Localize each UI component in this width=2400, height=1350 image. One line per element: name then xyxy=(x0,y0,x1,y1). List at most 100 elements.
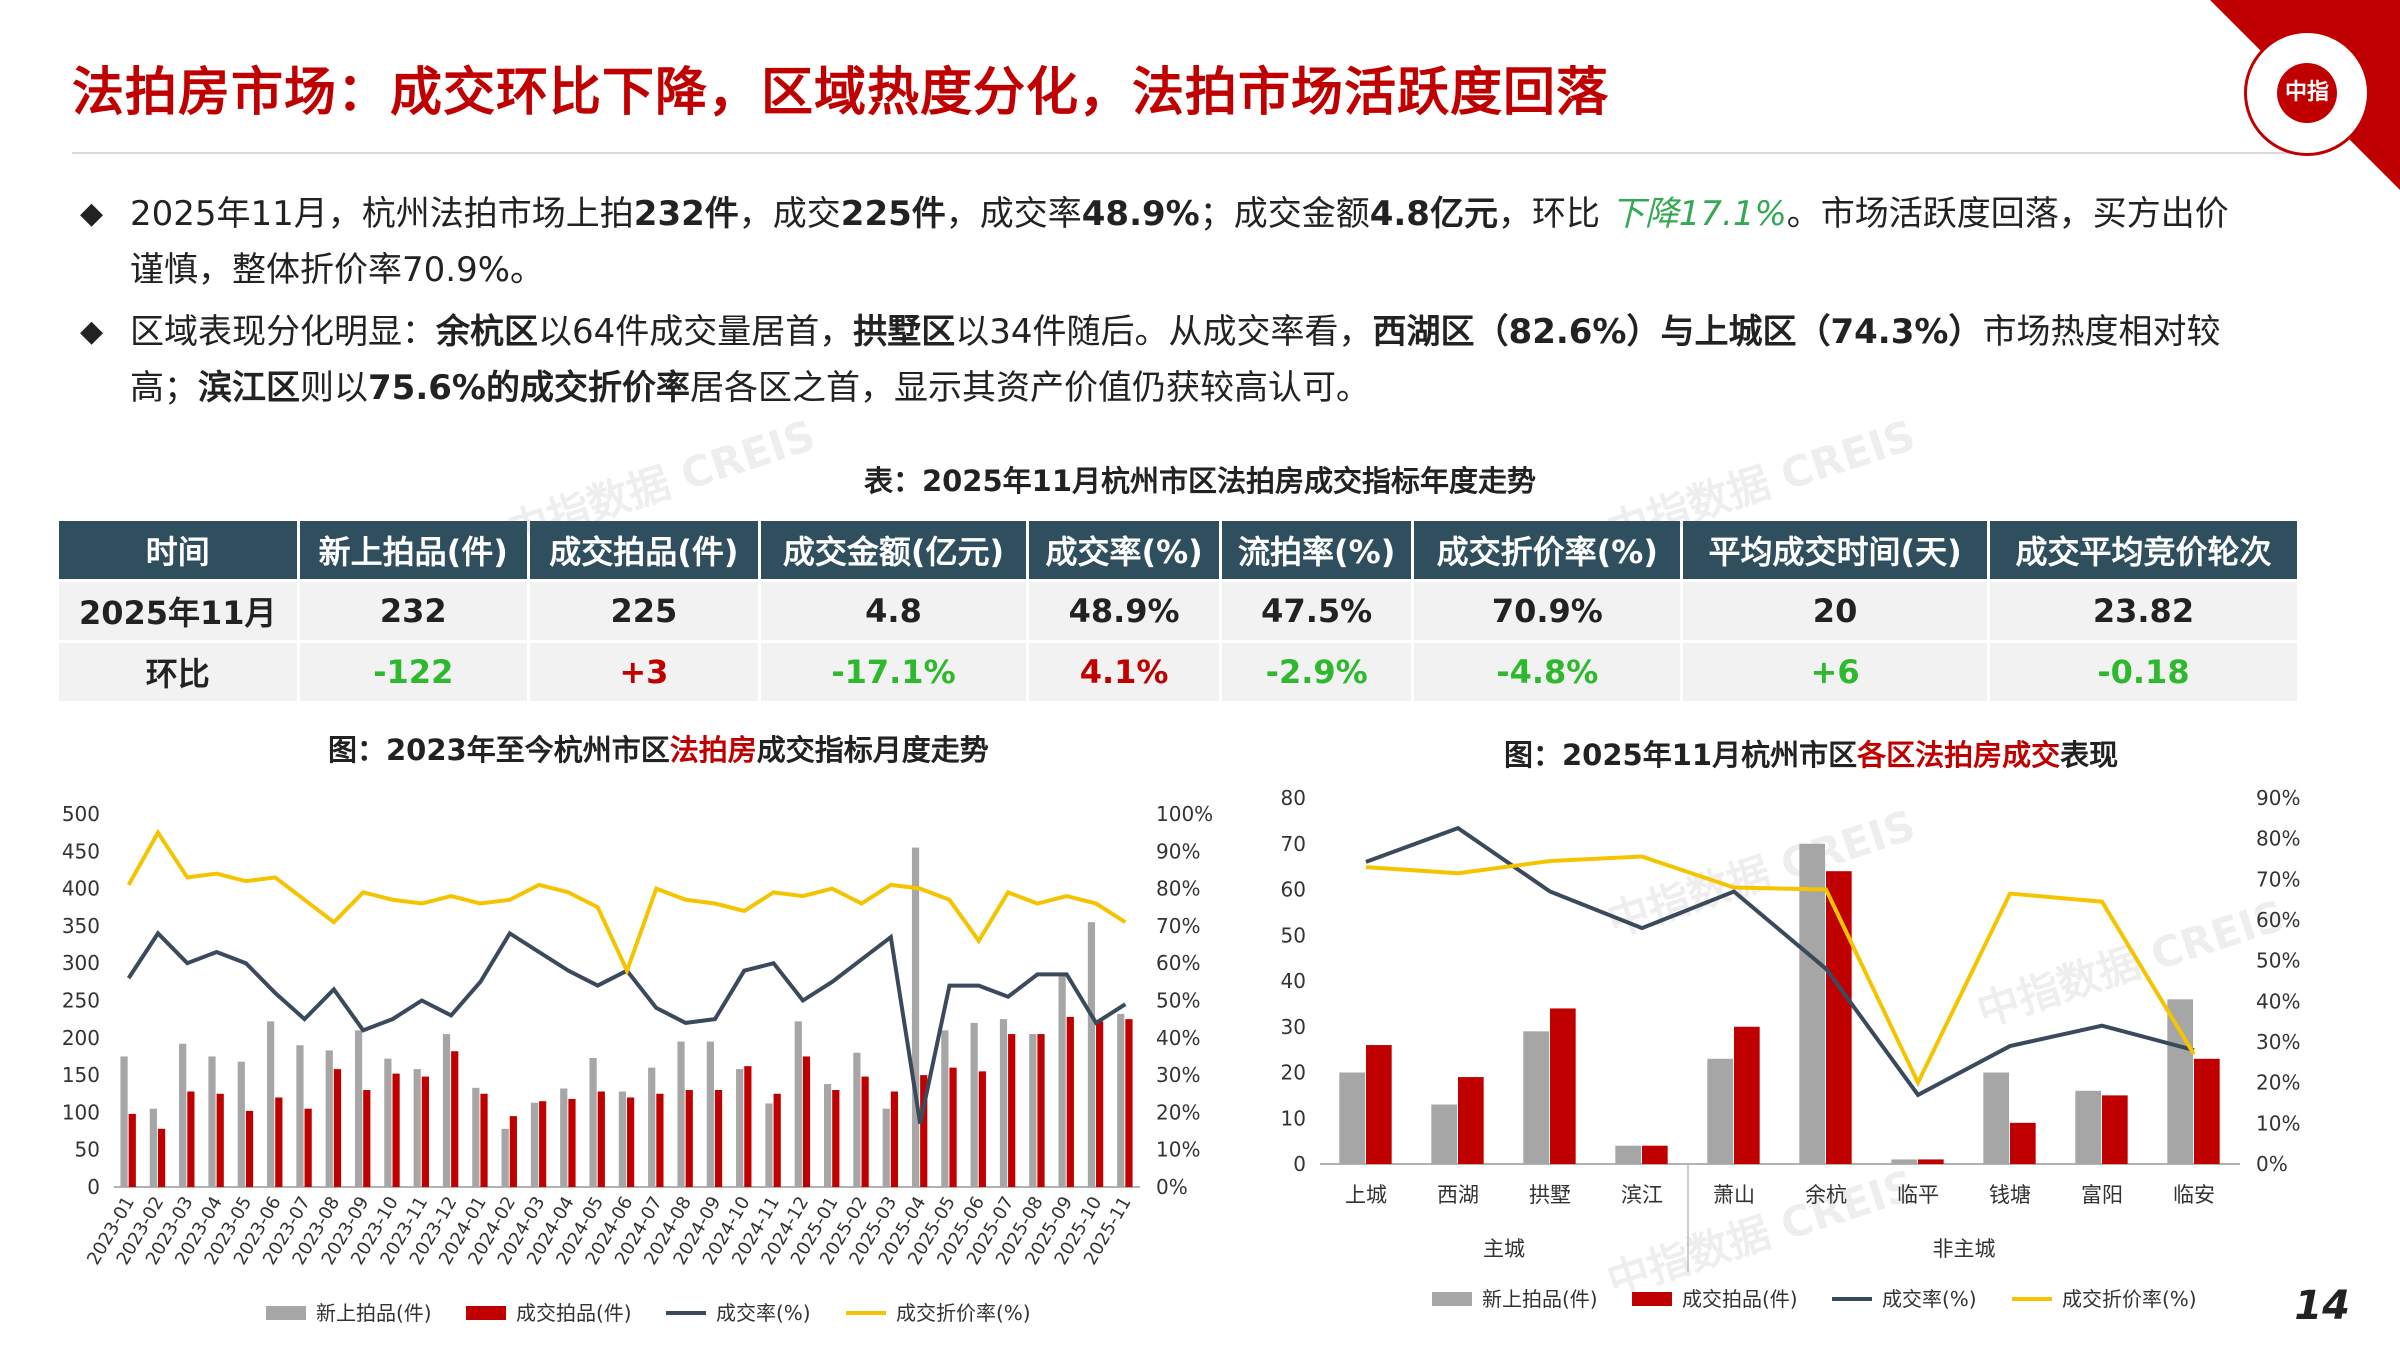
page-title: 法拍房市场：成交环比下降，区域热度分化，法拍市场活跃度回落 xyxy=(72,63,1610,123)
bar-deals xyxy=(685,1090,693,1187)
bar-new-listings xyxy=(2167,999,2193,1164)
col-header: 新上拍品(件) xyxy=(299,521,528,579)
col-header: 平均成交时间(天) xyxy=(1683,521,1987,579)
y-right-tick-label: 30% xyxy=(1156,1063,1200,1087)
bar-new-listings xyxy=(823,1084,832,1187)
y-left-tick-label: 250 xyxy=(62,989,100,1013)
value: 4.8亿元 xyxy=(1369,194,1498,234)
bar-new-listings xyxy=(648,1067,656,1187)
y-right-tick-label: 50% xyxy=(1156,989,1200,1013)
y-left-tick-label: 450 xyxy=(62,839,100,863)
y-right-tick-label: 10% xyxy=(1156,1138,1200,1162)
district-chart: 0 10 20 30 40 50 60 70 80 0% 10% 20% 30% 40% 50% 60% 70%… xyxy=(1281,786,2301,1311)
bar-deals xyxy=(1734,1026,1760,1164)
bar-new-listings xyxy=(589,1057,597,1187)
text: 以34件随后。从成交率看， xyxy=(955,312,1373,352)
table-cell: -17.1% xyxy=(760,643,1027,701)
bar-deals xyxy=(392,1073,400,1187)
y-left-tick-label: 150 xyxy=(62,1063,100,1087)
bar-deals xyxy=(656,1093,664,1187)
line-discount-rate xyxy=(1365,854,2196,1088)
summary-bullets: ◆ 2025年11月，杭州法拍市场上拍232件，成交225件，成交率48.9%；… xyxy=(80,186,2260,418)
value: 滨江区 xyxy=(198,368,300,408)
table-cell: 232 xyxy=(299,582,528,640)
bar-deals xyxy=(304,1108,312,1187)
x-tick-label: 临安 xyxy=(2173,1183,2215,1207)
bar-new-listings xyxy=(853,1052,861,1187)
text: 。市场活跃度回落，买方出价谨慎，整体折价率70.9%。 xyxy=(130,194,2229,290)
bar-new-listings xyxy=(208,1056,216,1187)
bar-deals xyxy=(890,1091,899,1187)
x-tick-label: 临平 xyxy=(1897,1183,1939,1207)
legend-swatch xyxy=(466,1306,506,1320)
text: 成交指标月度走势 xyxy=(756,733,989,767)
y-right-tick-label: 0% xyxy=(1156,1175,1188,1199)
line-discount-rate xyxy=(126,828,1127,976)
col-header: 成交折价率(%) xyxy=(1414,521,1681,579)
bar-new-listings xyxy=(501,1128,509,1187)
bar-deals xyxy=(1642,1145,1668,1164)
bar-new-listings xyxy=(530,1102,539,1187)
title-divider xyxy=(72,152,2312,154)
y-right-tick-label: 40% xyxy=(2256,989,2300,1013)
bar-new-listings xyxy=(1615,1145,1641,1164)
bar-new-listings xyxy=(1431,1104,1457,1164)
bar-deals xyxy=(480,1093,488,1187)
page-number: 14 xyxy=(2294,1283,2350,1329)
bar-deals xyxy=(1037,1034,1045,1187)
bar-new-listings xyxy=(765,1103,773,1187)
line-deal-rate xyxy=(1365,825,2195,1098)
bar-deals xyxy=(1550,1008,1576,1164)
y-right-tick-label: 50% xyxy=(2256,949,2300,973)
bar-new-listings xyxy=(1891,1159,1917,1164)
bar-deals xyxy=(1096,1021,1104,1187)
x-tick-label: 上城 xyxy=(1345,1183,1387,1207)
chart2-title: 图：2025年11月杭州市区各区法拍房成交表现 xyxy=(1504,732,2118,774)
text: 则以 xyxy=(300,368,368,408)
bar-new-listings xyxy=(2075,1090,2101,1164)
y-left-tick-label: 350 xyxy=(62,914,100,938)
bar-new-listings xyxy=(999,1019,1008,1187)
value: 75.6%的成交折价率 xyxy=(368,368,690,408)
y-left-tick-label: 100 xyxy=(62,1100,100,1124)
bar-new-listings xyxy=(296,1045,304,1187)
bar-deals xyxy=(597,1091,605,1187)
legend-swatch xyxy=(1632,1292,1672,1306)
y-left-tick-label: 50 xyxy=(1281,923,1306,947)
y-left-tick-label: 50 xyxy=(75,1138,100,1162)
bar-deals xyxy=(509,1116,517,1187)
table-cell: 4.1% xyxy=(1029,643,1219,701)
bar-deals xyxy=(1008,1034,1016,1187)
y-right-tick-label: 20% xyxy=(1156,1100,1200,1124)
col-header: 流拍率(%) xyxy=(1221,521,1412,579)
y-left-tick-label: 40 xyxy=(1281,969,1306,993)
legend-label: 新上拍品(件) xyxy=(1482,1287,1598,1311)
x-tick-label: 萧山 xyxy=(1713,1183,1755,1207)
text: 2025年11月，杭州法拍市场上拍 xyxy=(130,194,634,234)
y-left-tick-label: 200 xyxy=(62,1026,100,1050)
bar-deals xyxy=(978,1071,986,1187)
y-right-tick-label: 20% xyxy=(2256,1071,2300,1095)
table-header-row: 时间 新上拍品(件) 成交拍品(件) 成交金额(亿元) 成交率(%) 流拍率(%… xyxy=(59,521,2297,579)
bar-new-listings xyxy=(1087,922,1096,1187)
bar-deals xyxy=(333,1069,342,1187)
bar-new-listings xyxy=(706,1041,714,1187)
x-tick-label: 拱墅 xyxy=(1529,1183,1571,1207)
y-left-tick-label: 10 xyxy=(1281,1106,1306,1130)
bar-new-listings xyxy=(472,1087,480,1187)
y-left-tick-label: 20 xyxy=(1281,1061,1306,1085)
kpi-table: 时间 新上拍品(件) 成交拍品(件) 成交金额(亿元) 成交率(%) 流拍率(%… xyxy=(56,518,2300,704)
y-right-tick-label: 90% xyxy=(2256,786,2300,810)
y-right-tick-label: 60% xyxy=(1156,951,1200,975)
monthly-trend-chart: 0 50 100 150 200 250 300 350 400 450 500 0% 10% 20% 30… xyxy=(62,802,1213,1325)
col-header: 时间 xyxy=(59,521,297,579)
text: 法拍房 xyxy=(669,733,757,767)
bar-deals xyxy=(128,1113,136,1187)
bar-new-listings xyxy=(120,1056,128,1187)
y-right-tick-label: 100% xyxy=(1156,802,1213,826)
bar-deals xyxy=(744,1066,752,1187)
y-left-tick-label: 400 xyxy=(62,877,100,901)
x-tick-label: 滨江 xyxy=(1621,1183,1663,1207)
bar-new-listings xyxy=(354,1030,363,1187)
legend-swatch xyxy=(1432,1292,1472,1306)
